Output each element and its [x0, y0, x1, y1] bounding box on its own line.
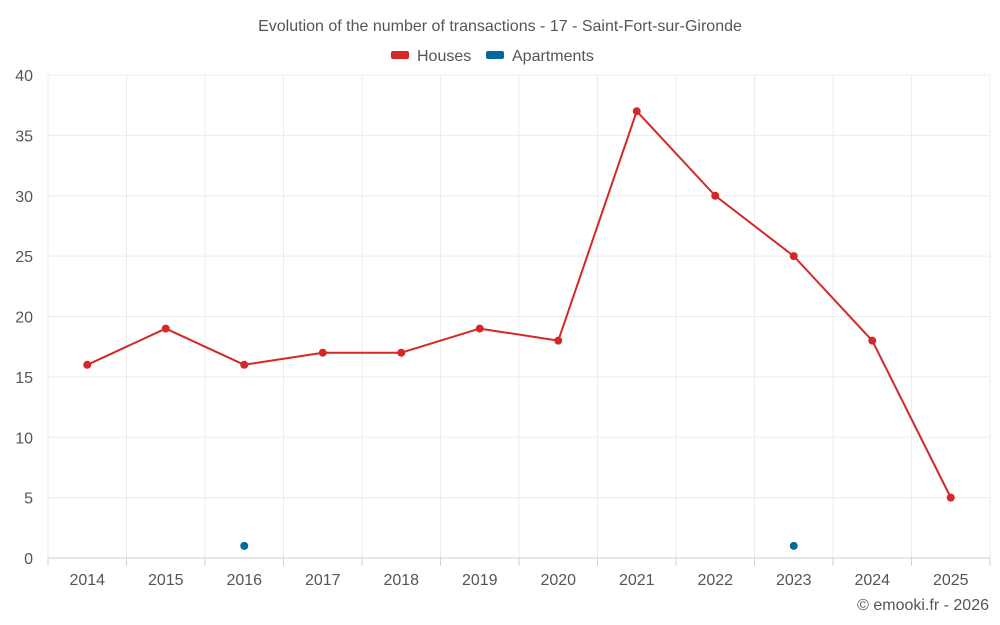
y-gridlines	[48, 74, 990, 499]
data-point-houses-2018	[397, 348, 406, 357]
x-tick-label: 2025	[933, 572, 969, 589]
data-point-houses-2025	[946, 493, 955, 502]
y-tick-label: 35	[15, 128, 33, 145]
y-tick-label: 30	[15, 189, 33, 206]
y-tick-label: 40	[15, 68, 33, 85]
legend-swatch-apartments	[486, 51, 504, 59]
credit-text: © emooki.fr - 2026	[857, 597, 989, 614]
data-point-houses-2014	[83, 360, 92, 369]
x-tick-label: 2019	[462, 572, 498, 589]
data-point-houses-2019	[475, 324, 484, 333]
data-point-houses-2023	[789, 252, 798, 261]
data-point-houses-2016	[240, 360, 249, 369]
data-point-houses-2021	[632, 107, 641, 116]
x-tick-label: 2015	[148, 572, 184, 589]
x-tick-label: 2022	[697, 572, 733, 589]
y-tick-labels: 0 5 10 15 20 25 30 35 40	[15, 68, 33, 568]
chart-title: Evolution of the number of transactions …	[258, 18, 742, 35]
x-tick-labels: 2014 2015 2016 2017 2018 2019 2020 2021 2022 2023…	[69, 572, 968, 589]
legend-label-apartments: Apartments	[512, 48, 594, 65]
data-point-houses-2015	[161, 324, 170, 333]
data-point-houses-2017	[318, 348, 327, 357]
data-point-houses-2022	[711, 191, 720, 200]
x-tick-label: 2021	[619, 572, 655, 589]
x-tick-label: 2023	[776, 572, 812, 589]
legend-swatch-houses	[391, 51, 409, 59]
data-point-houses-2020	[554, 336, 563, 345]
y-tick-label: 25	[15, 249, 33, 266]
chart-legend: Houses Apartments	[391, 48, 594, 65]
y-tick-label: 5	[24, 491, 33, 508]
x-tick-label: 2016	[226, 572, 262, 589]
series-line-houses	[86, 110, 952, 499]
data-point-apartments-2023	[789, 541, 798, 550]
series-layer	[83, 107, 955, 550]
x-tick-label: 2024	[854, 572, 890, 589]
y-tick-label: 20	[15, 310, 33, 327]
data-point-houses-2024	[868, 336, 877, 345]
legend-label-houses: Houses	[417, 48, 471, 65]
x-tick-label: 2014	[69, 572, 105, 589]
y-tick-label: 0	[24, 551, 33, 568]
x-tick-label: 2017	[305, 572, 341, 589]
x-tick-label: 2020	[540, 572, 576, 589]
series-apartments	[240, 541, 798, 550]
y-tick-label: 10	[15, 430, 33, 447]
data-point-apartments-2016	[240, 541, 249, 550]
chart-axes	[47, 557, 991, 566]
y-tick-label: 15	[15, 370, 33, 387]
x-tick-label: 2018	[383, 572, 419, 589]
series-houses	[83, 107, 955, 502]
